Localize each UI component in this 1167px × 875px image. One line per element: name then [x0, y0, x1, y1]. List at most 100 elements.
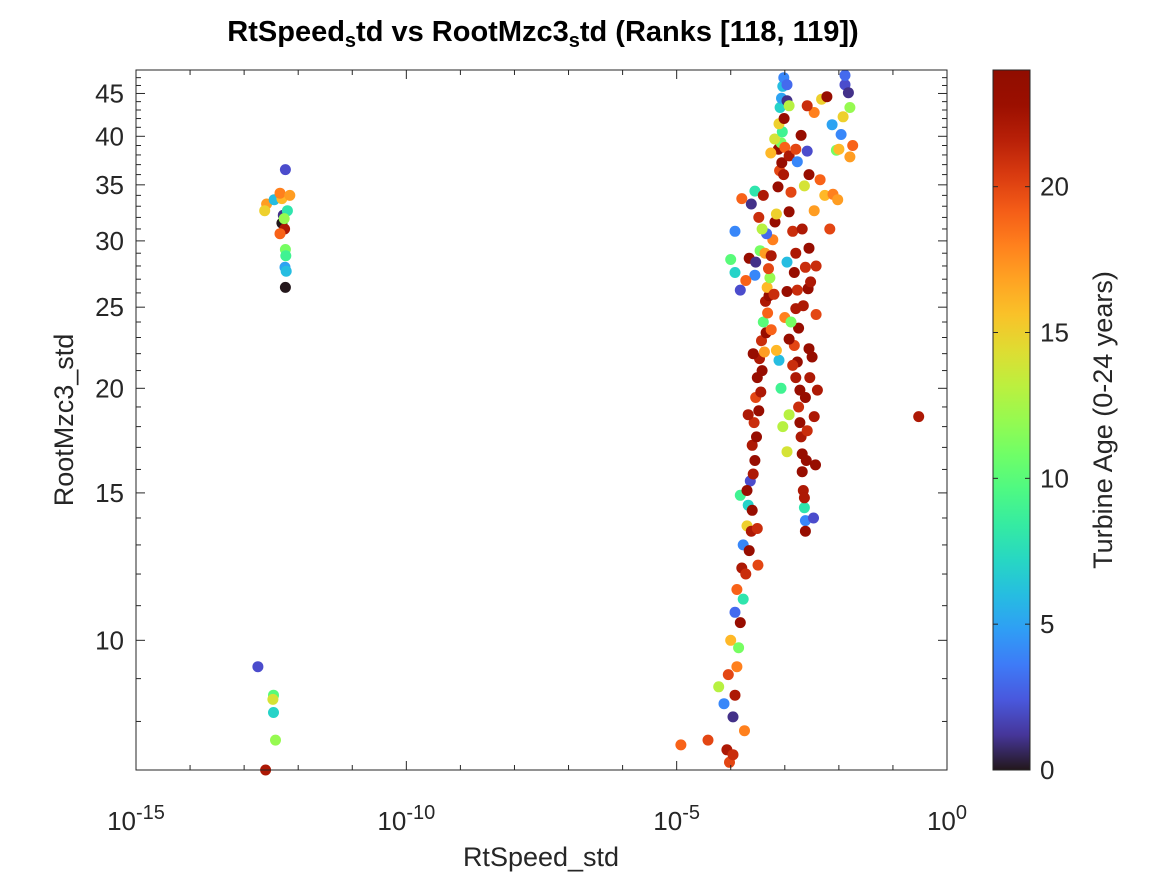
data-point	[280, 265, 292, 277]
x-tick-label: 10-5	[653, 802, 700, 836]
data-point	[750, 256, 762, 268]
title-part-4: td (Ranks [118, 119])	[580, 16, 859, 48]
y-tick-label: 30	[95, 226, 124, 256]
data-point	[814, 174, 826, 186]
data-point	[702, 734, 714, 746]
data-point	[725, 634, 737, 646]
y-tick-label: 10	[95, 625, 124, 655]
data-point	[740, 568, 752, 580]
x-axis: 10-15 10-10 10-5 100	[107, 70, 967, 836]
colorbar-tick-label: 10	[1040, 463, 1069, 493]
data-point	[826, 119, 838, 131]
data-point	[270, 734, 281, 746]
y-tick-label: 25	[95, 292, 124, 322]
data-point	[799, 525, 811, 537]
data-point	[741, 485, 753, 496]
data-point	[821, 91, 833, 103]
data-points	[252, 69, 925, 776]
data-point	[718, 698, 730, 710]
data-point	[751, 431, 762, 443]
data-point	[833, 143, 845, 155]
data-point	[783, 409, 795, 421]
data-point	[793, 322, 805, 334]
data-point	[267, 693, 279, 705]
data-point	[740, 275, 752, 286]
data-point	[793, 401, 805, 413]
chart-title: RtSpeedstd vs RootMzc3std (Ranks [118, 1…	[227, 16, 858, 52]
data-point	[770, 208, 782, 220]
data-point	[798, 502, 810, 514]
data-point	[773, 354, 785, 366]
data-point	[762, 307, 774, 319]
data-point	[810, 459, 821, 471]
data-point	[675, 739, 687, 751]
data-point	[783, 150, 795, 162]
data-point	[280, 250, 292, 262]
data-point	[729, 225, 741, 237]
colorbar-tick-label: 0	[1040, 755, 1054, 785]
data-point	[785, 186, 797, 198]
title-part-3: s	[569, 30, 580, 52]
data-point	[756, 223, 768, 235]
colorbar-tick-label: 15	[1040, 318, 1069, 348]
data-point	[778, 113, 790, 124]
data-point	[745, 198, 757, 210]
data-point	[799, 261, 811, 273]
data-point	[819, 189, 831, 201]
data-point	[806, 351, 818, 363]
data-point	[734, 284, 746, 296]
data-point	[779, 141, 791, 153]
data-point	[279, 164, 291, 176]
data-point	[808, 107, 820, 118]
data-point	[801, 145, 813, 157]
data-point	[776, 157, 788, 169]
data-point	[772, 181, 784, 193]
title-part-1: s	[345, 30, 356, 52]
data-point	[791, 284, 803, 296]
data-point	[832, 194, 844, 206]
data-point	[774, 102, 786, 113]
data-point	[769, 133, 781, 145]
data-point	[803, 242, 815, 254]
data-point	[739, 725, 750, 737]
data-point	[765, 250, 777, 262]
data-point	[734, 617, 746, 629]
data-point	[747, 348, 759, 360]
data-point	[801, 100, 813, 112]
data-point	[763, 263, 774, 275]
data-point	[839, 69, 851, 81]
data-point	[768, 288, 780, 300]
data-point	[765, 147, 777, 159]
data-point	[781, 446, 793, 458]
colorbar-tick-label: 5	[1040, 609, 1054, 639]
data-point	[764, 272, 776, 284]
data-point	[736, 193, 748, 205]
data-point	[751, 523, 763, 534]
data-point	[765, 324, 777, 336]
data-point	[803, 343, 815, 355]
data-point	[803, 169, 815, 181]
data-point	[274, 228, 286, 240]
data-point	[844, 102, 856, 113]
data-point	[284, 189, 296, 201]
data-point	[753, 211, 765, 223]
data-point	[775, 382, 787, 394]
data-point	[842, 87, 854, 99]
data-point	[742, 409, 754, 421]
data-point	[805, 276, 817, 288]
data-point	[713, 681, 725, 693]
y-tick-label: 40	[95, 121, 124, 151]
data-point	[796, 466, 808, 478]
data-point	[259, 205, 271, 217]
data-point	[808, 205, 820, 217]
data-point	[727, 711, 739, 723]
data-point	[758, 346, 770, 358]
y-tick-label: 20	[95, 373, 124, 403]
data-point	[811, 384, 823, 396]
data-point	[801, 425, 813, 437]
plot-area-frame	[135, 69, 948, 771]
data-point	[787, 225, 799, 237]
data-point	[725, 254, 737, 265]
data-point	[753, 405, 765, 417]
